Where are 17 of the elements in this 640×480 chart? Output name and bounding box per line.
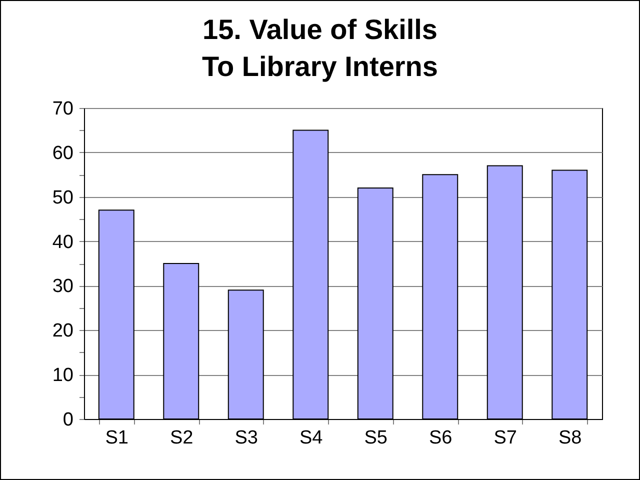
- y-tick-label: 60: [52, 142, 74, 164]
- y-tick-label: 50: [52, 187, 74, 208]
- x-tick-label: S7: [494, 428, 517, 448]
- y-tick-label: 70: [52, 98, 74, 120]
- chart-title: 15. Value of Skills To Library Interns: [202, 14, 438, 82]
- x-tick-label: S2: [170, 428, 194, 448]
- y-tick-label: 10: [52, 365, 74, 386]
- y-tick-label: 30: [52, 276, 74, 298]
- x-tick-label: S1: [105, 428, 128, 448]
- y-tick-label: 40: [52, 232, 74, 253]
- x-tick-label: S6: [429, 428, 452, 448]
- y-tick-label: 0: [62, 410, 74, 430]
- x-tick-label: S3: [234, 428, 258, 448]
- x-tick-label: S5: [364, 428, 388, 448]
- x-tick-label: S4: [300, 428, 324, 448]
- y-tick-label: 20: [52, 320, 74, 342]
- x-tick-label: S8: [558, 428, 582, 448]
